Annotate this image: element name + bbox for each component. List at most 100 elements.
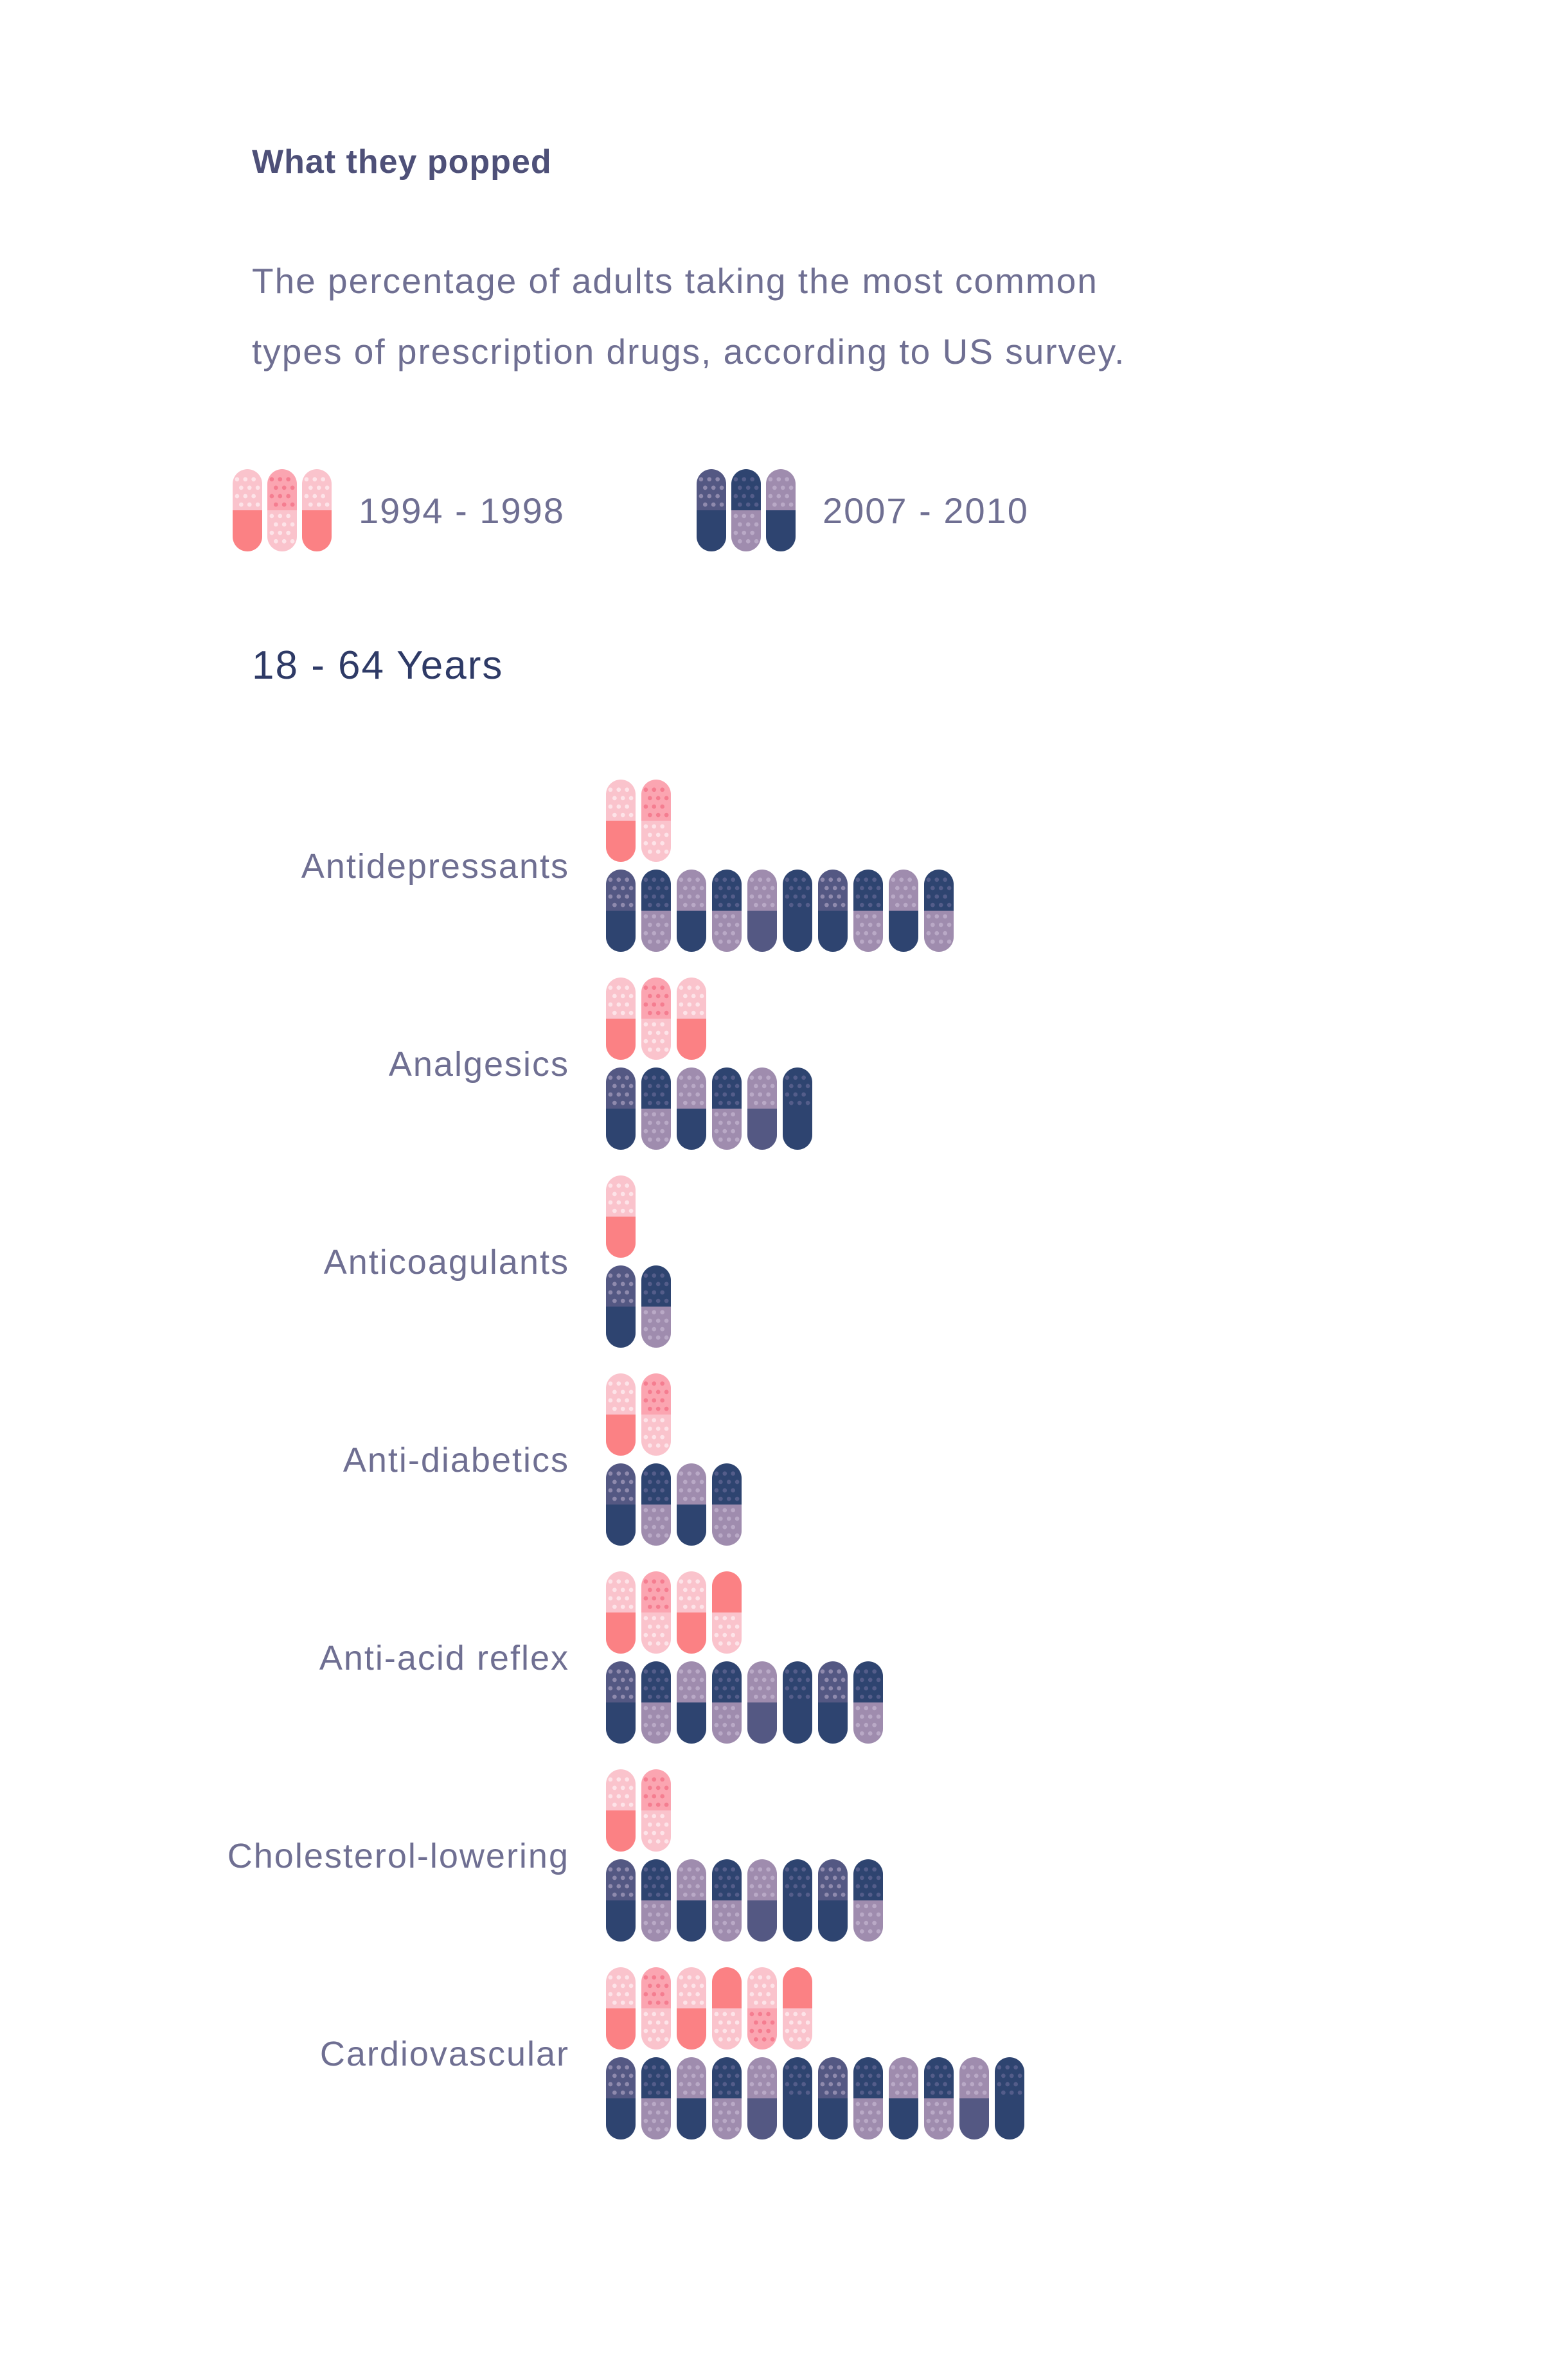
capsule-1994-1998 <box>606 1967 636 2050</box>
capsule-2007-2010 <box>677 870 706 952</box>
capsule-2007-2010 <box>712 2057 742 2139</box>
capsule-1994-1998 <box>747 1967 777 2050</box>
capsule-1994-1998 <box>606 780 636 862</box>
capsule-1994-1998 <box>641 1967 671 2050</box>
capsule-2007-2010 <box>853 870 883 952</box>
capsule-2007-2010 <box>677 1463 706 1546</box>
capsule-2007-2010 <box>747 870 777 952</box>
capsule-icon <box>731 469 761 551</box>
capsule-2007-2010 <box>641 1265 671 1348</box>
capsule-2007-2010 <box>641 1463 671 1546</box>
category-label: Cholesterol-lowering <box>227 1837 569 1875</box>
legend-capsules-1994-1998 <box>233 469 332 551</box>
capsule-2007-2010 <box>606 1661 636 1744</box>
capsule-2007-2010 <box>712 870 742 952</box>
capsule-2007-2010 <box>641 1859 671 1942</box>
category-label: Analgesics <box>389 1045 569 1084</box>
capsule-1994-1998 <box>712 1571 742 1654</box>
legend-label-2007-2010: 2007 - 2010 <box>823 490 1029 531</box>
capsule-2007-2010 <box>641 1067 671 1150</box>
capsule-2007-2010 <box>783 870 812 952</box>
capsule-2007-2010 <box>606 1067 636 1150</box>
category-group-analgesics: Analgesics <box>389 978 812 1150</box>
capsule-2007-2010 <box>818 1661 848 1744</box>
capsule-2007-2010 <box>783 1067 812 1150</box>
capsule-2007-2010 <box>853 2057 883 2139</box>
capsule-2007-2010 <box>959 2057 989 2139</box>
category-group-anticoagulants: Anticoagulants <box>324 1175 671 1348</box>
chart-subtitle: The percentage of adults taking the most… <box>252 246 1344 387</box>
legend-item-1994-1998: 1994 - 1998 <box>231 469 591 553</box>
capsule-2007-2010 <box>641 2057 671 2139</box>
capsule-2007-2010 <box>606 1859 636 1942</box>
category-label: Anti-acid reflex <box>319 1639 569 1677</box>
subtitle-line-2: types of prescription drugs, according t… <box>252 332 1126 371</box>
capsule-2007-2010 <box>853 1661 883 1744</box>
legend-capsules-2007-2010 <box>697 469 796 551</box>
capsule-2007-2010 <box>677 1661 706 1744</box>
capsule-icon <box>302 469 332 551</box>
capsule-1994-1998 <box>606 1571 636 1654</box>
capsule-2007-2010 <box>853 1859 883 1942</box>
category-label: Anti-diabetics <box>343 1441 569 1479</box>
capsule-1994-1998 <box>606 1373 636 1456</box>
capsule-1994-1998 <box>641 978 671 1060</box>
capsule-2007-2010 <box>747 1661 777 1744</box>
capsule-1994-1998 <box>783 1967 812 2050</box>
category-group-anti-acid-reflex: Anti-acid reflex <box>319 1571 883 1744</box>
capsule-2007-2010 <box>818 2057 848 2139</box>
capsule-2007-2010 <box>783 1859 812 1942</box>
capsule-2007-2010 <box>889 2057 918 2139</box>
legend-label-1994-1998: 1994 - 1998 <box>359 490 565 531</box>
category-group-cardiovascular: Cardiovascular <box>320 1967 1024 2139</box>
category-label: Antidepressants <box>301 847 569 886</box>
category-group-antidepressants: Antidepressants <box>301 780 954 952</box>
capsule-2007-2010 <box>889 870 918 952</box>
capsule-2007-2010 <box>924 870 954 952</box>
capsule-2007-2010 <box>995 2057 1024 2139</box>
capsule-2007-2010 <box>818 1859 848 1942</box>
capsule-1994-1998 <box>606 1175 636 1258</box>
section-title: 18 - 64 Years <box>252 643 504 688</box>
capsule-2007-2010 <box>641 870 671 952</box>
subtitle-line-1: The percentage of adults taking the most… <box>252 261 1098 301</box>
capsule-1994-1998 <box>641 1373 671 1456</box>
category-group-cholesterol-lowering: Cholesterol-lowering <box>227 1769 883 1942</box>
capsule-1994-1998 <box>677 1571 706 1654</box>
capsule-2007-2010 <box>712 1859 742 1942</box>
capsule-2007-2010 <box>712 1463 742 1546</box>
capsule-2007-2010 <box>783 1661 812 1744</box>
capsule-2007-2010 <box>747 2057 777 2139</box>
category-group-anti-diabetics: Anti-diabetics <box>343 1373 742 1546</box>
capsule-2007-2010 <box>606 1265 636 1348</box>
capsule-2007-2010 <box>677 2057 706 2139</box>
category-label: Anticoagulants <box>324 1243 569 1282</box>
capsule-2007-2010 <box>783 2057 812 2139</box>
capsule-1994-1998 <box>641 1769 671 1852</box>
capsule-icon <box>267 469 297 551</box>
legend-item-2007-2010: 2007 - 2010 <box>695 469 1055 553</box>
capsule-icon <box>233 469 262 551</box>
capsule-icon <box>766 469 796 551</box>
chart-title: What they popped <box>252 143 552 181</box>
capsule-1994-1998 <box>606 978 636 1060</box>
capsule-2007-2010 <box>747 1067 777 1150</box>
capsule-2007-2010 <box>606 2057 636 2139</box>
capsule-1994-1998 <box>677 1967 706 2050</box>
capsule-2007-2010 <box>747 1859 777 1942</box>
capsule-1994-1998 <box>641 780 671 862</box>
category-label: Cardiovascular <box>320 2035 569 2073</box>
capsule-2007-2010 <box>677 1859 706 1942</box>
capsule-2007-2010 <box>712 1067 742 1150</box>
capsule-1994-1998 <box>641 1571 671 1654</box>
capsule-2007-2010 <box>818 870 848 952</box>
capsule-2007-2010 <box>606 870 636 952</box>
capsule-1994-1998 <box>606 1769 636 1852</box>
capsule-2007-2010 <box>677 1067 706 1150</box>
capsule-1994-1998 <box>712 1967 742 2050</box>
capsule-2007-2010 <box>924 2057 954 2139</box>
capsule-icon <box>697 469 726 551</box>
capsule-2007-2010 <box>641 1661 671 1744</box>
capsule-2007-2010 <box>712 1661 742 1744</box>
